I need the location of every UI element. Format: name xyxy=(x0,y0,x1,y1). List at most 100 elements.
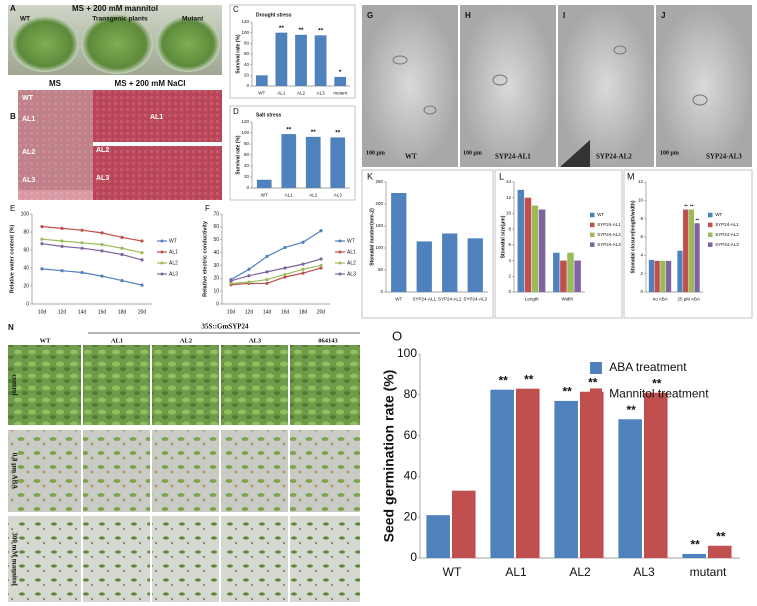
scale-label: 100 μm xyxy=(463,150,482,156)
marker xyxy=(265,254,269,259)
column-label: AL1 xyxy=(111,337,123,344)
column-header: MS + 200 mM NaCl xyxy=(115,79,186,88)
row-label: AL1 xyxy=(150,114,163,121)
legend-marker xyxy=(338,261,342,265)
significance: ** xyxy=(691,538,701,552)
micrograph xyxy=(558,5,654,167)
y-tick-label: 6 xyxy=(508,242,511,247)
y-tick-label: 40 xyxy=(23,265,29,271)
significance: ** xyxy=(588,376,598,390)
legend-label: AL1 xyxy=(169,249,178,255)
y-tick-label: 80 xyxy=(404,387,418,401)
x-tick-label: AL1 xyxy=(285,193,294,198)
stoma xyxy=(492,74,508,86)
legend-label: AL1 xyxy=(347,249,356,255)
line xyxy=(230,258,322,282)
row-label: AL2 xyxy=(22,149,35,156)
y-tick-label: 2 xyxy=(508,273,511,278)
x-tick-label: 20d xyxy=(138,309,147,315)
photo-b-control-bg xyxy=(18,90,93,200)
photo-b-salt xyxy=(93,146,222,200)
bar xyxy=(314,35,327,86)
significance: ** xyxy=(684,204,688,209)
bar xyxy=(517,189,525,292)
legend-marker xyxy=(338,239,342,243)
photo-dividers xyxy=(81,345,290,602)
legend-label: WT xyxy=(347,238,355,244)
y-tick-label: 12 xyxy=(638,179,644,184)
marker xyxy=(283,266,287,270)
y-tick-label: 2 xyxy=(640,271,643,276)
y-tick-label: 60 xyxy=(213,224,219,230)
x-tick-label: 16d xyxy=(98,309,107,315)
x-tick-label: 18d xyxy=(299,309,308,315)
legend-label: SYP24-AL1 xyxy=(715,222,739,227)
row-label: 0.8 μm ABA xyxy=(10,453,18,489)
bar xyxy=(618,419,642,558)
marker xyxy=(80,241,84,245)
legend-swatch xyxy=(590,232,595,238)
marker xyxy=(140,239,144,243)
marker xyxy=(265,281,269,286)
marker xyxy=(319,257,323,261)
bar xyxy=(538,209,546,292)
y-tick-label: 10 xyxy=(638,198,644,203)
marker xyxy=(120,235,124,239)
x-tick-label: 14d xyxy=(78,309,87,315)
y-axis-label: Seed germination rate (%) xyxy=(381,370,397,543)
line xyxy=(230,267,322,286)
x-tick-label: WT xyxy=(258,91,265,96)
x-tick-label: 16d xyxy=(281,309,290,315)
significance: ** xyxy=(627,403,637,417)
y-tick-label: 70 xyxy=(213,211,219,217)
bar xyxy=(694,223,700,292)
plate xyxy=(81,14,153,74)
marker xyxy=(40,242,44,246)
panel-letter: L xyxy=(499,171,504,181)
x-tick-label: SYP24-AL1 xyxy=(412,297,436,302)
significance: ** xyxy=(563,385,573,399)
row-label: AL3 xyxy=(96,175,109,182)
y-axis-label: Relative electric conductivity xyxy=(202,220,208,297)
legend-label: WT xyxy=(169,238,177,244)
y-tick-label: 120 xyxy=(241,119,249,124)
marker xyxy=(60,269,64,273)
stoma xyxy=(613,45,627,55)
bar xyxy=(665,260,672,292)
chart-frame xyxy=(229,4,356,99)
photo-label: WT xyxy=(20,16,30,23)
bar xyxy=(654,260,660,292)
significance: ** xyxy=(298,27,304,34)
stoma xyxy=(423,105,437,115)
legend-swatch xyxy=(590,362,602,374)
bar xyxy=(648,259,655,292)
marker xyxy=(60,226,64,230)
y-tick-label: 200 xyxy=(375,201,383,206)
legend-label: WT xyxy=(597,212,604,217)
bar xyxy=(580,391,604,558)
marker xyxy=(301,271,305,275)
x-tick-label: mutant xyxy=(333,91,348,96)
marker xyxy=(40,225,44,229)
x-tick-label: AL3 xyxy=(334,193,343,198)
y-axis-label: Survival rate (%) xyxy=(235,135,241,175)
bar xyxy=(677,250,683,292)
legend-swatch xyxy=(590,388,602,401)
panel-letter: G xyxy=(367,11,373,20)
y-tick-label: 4 xyxy=(640,253,643,258)
row-label: 300 mM mannitol xyxy=(10,532,18,585)
panel-letter: B xyxy=(10,112,16,121)
bar xyxy=(281,134,297,188)
y-tick-label: 0 xyxy=(508,289,511,294)
line xyxy=(230,230,322,281)
bar xyxy=(305,136,321,188)
bar xyxy=(391,193,407,292)
legend-swatch xyxy=(590,212,595,218)
bar xyxy=(708,545,732,558)
chart-title: Drought stress xyxy=(256,12,292,18)
y-tick-label: 100 xyxy=(241,30,249,35)
row-label: AL2 xyxy=(96,147,109,154)
y-tick-label: 20 xyxy=(244,174,250,179)
stoma xyxy=(692,94,708,106)
legend-label: AL2 xyxy=(347,260,356,266)
